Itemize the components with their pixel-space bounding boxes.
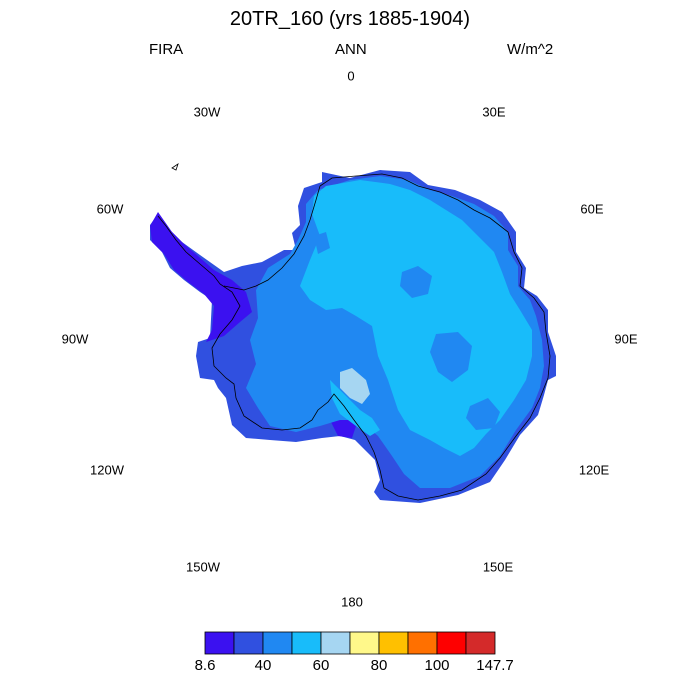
lon-label-150w: 150W <box>186 559 220 575</box>
lon-label-90w: 90W <box>61 331 89 347</box>
colorbar-swatch <box>204 631 235 655</box>
colorbar-label-3: 80 <box>370 657 388 674</box>
map-patch-3 <box>466 398 500 430</box>
colorbar-swatch <box>378 631 409 655</box>
colorbar-label-1: 40 <box>254 657 272 674</box>
colorbar-label-0: 8.6 <box>194 657 216 674</box>
units-label: W/m^2 <box>507 41 554 58</box>
colorbar-swatch <box>436 631 467 655</box>
map-patch-4 <box>314 232 330 254</box>
colorbar-swatch <box>320 631 351 655</box>
map-patch-2 <box>430 332 472 382</box>
lon-label-0: 0 <box>347 68 355 84</box>
map-region-ross-shelf <box>340 368 370 404</box>
lon-label-30e: 30E <box>482 104 506 120</box>
lon-label-120w: 120W <box>90 462 124 478</box>
colorbar-label-2: 60 <box>312 657 330 674</box>
lon-label-90e: 90E <box>614 331 638 347</box>
map-island <box>171 163 179 171</box>
colorbar-swatch <box>407 631 438 655</box>
colorbar-swatch <box>291 631 322 655</box>
colorbar-swatch <box>233 631 264 655</box>
variable-label: FIRA <box>149 41 184 58</box>
lon-label-30w: 30W <box>193 104 221 120</box>
colorbar-label-5: 147.7 <box>476 657 514 674</box>
map-coastline <box>157 173 551 501</box>
colorbar-label-4: 100 <box>424 657 450 674</box>
colorbar-swatch <box>349 631 380 655</box>
map-patch-1 <box>400 266 432 298</box>
lon-label-60w: 60W <box>96 201 124 217</box>
colorbar-swatch <box>262 631 293 655</box>
lon-label-120e: 120E <box>578 462 610 478</box>
plot-title: 20TR_160 (yrs 1885-1904) <box>229 8 471 30</box>
map-region-peninsula-violet <box>150 212 252 342</box>
lon-label-150e: 150E <box>482 559 514 575</box>
colorbar-swatch <box>465 631 496 655</box>
map-region-ross-cyan <box>330 380 380 436</box>
lon-label-180: 180 <box>341 594 363 610</box>
map-region-plateau <box>300 180 532 456</box>
lon-label-60e: 60E <box>580 201 604 217</box>
season-label: ANN <box>335 41 367 58</box>
